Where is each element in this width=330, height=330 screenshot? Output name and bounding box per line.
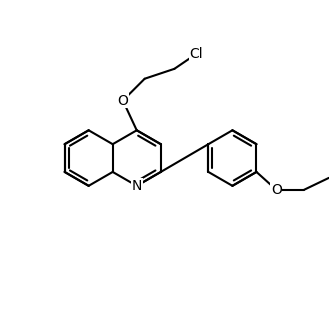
Text: Cl: Cl [189,47,203,61]
Text: O: O [117,93,128,108]
Text: N: N [132,179,142,193]
Text: O: O [271,183,282,197]
